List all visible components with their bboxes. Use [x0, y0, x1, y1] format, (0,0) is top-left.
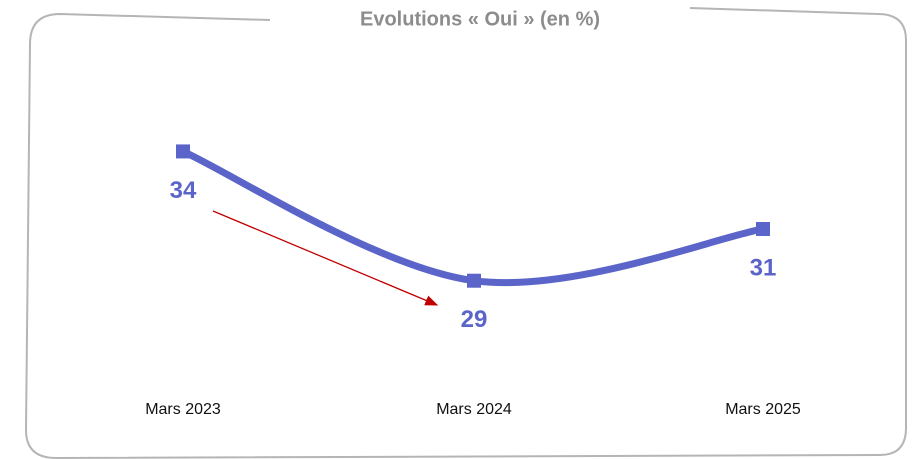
x-tick-label: Mars 2025	[725, 401, 801, 418]
trend-arrow	[212, 210, 439, 306]
x-tick-label: Mars 2024	[436, 401, 512, 418]
chart-title: Evolutions « Oui » (en %)	[360, 8, 600, 30]
marker	[176, 144, 190, 159]
marker	[756, 222, 770, 236]
data-label: 29	[461, 306, 488, 333]
data-label: 34	[170, 177, 197, 204]
marker	[467, 273, 481, 288]
data-label: 31	[750, 254, 777, 281]
frame	[24, 7, 907, 459]
x-tick-label: Mars 2023	[145, 401, 221, 418]
line	[179, 147, 767, 287]
